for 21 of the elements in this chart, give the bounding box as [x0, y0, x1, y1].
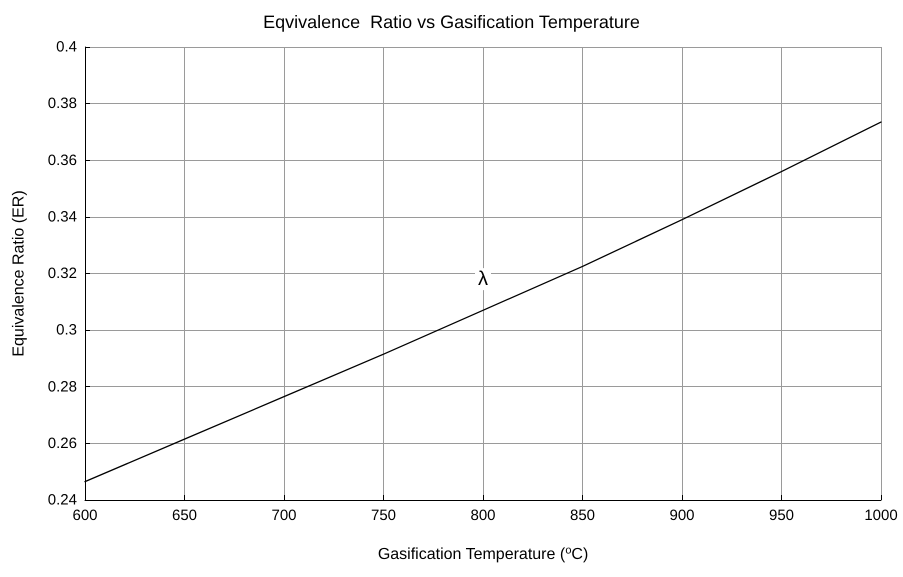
y-tick-label: 0.26	[48, 434, 77, 452]
y-tick-label: 0.28	[48, 378, 77, 396]
x-tick-label: 1000	[864, 507, 898, 524]
y-tick-label: 0.4	[56, 38, 77, 56]
y-tick-label: 0.32	[48, 265, 77, 282]
x-tick-label: 800	[470, 507, 496, 524]
x-tick-label: 600	[72, 507, 98, 524]
x-tick-label: 900	[669, 507, 695, 524]
x-tick-label: 650	[172, 507, 198, 524]
y-tick-label: 0.24	[48, 492, 77, 508]
x-tick-label: 850	[570, 507, 596, 524]
y-tick-label: 0.3	[56, 322, 77, 339]
y-tick-label: 0.38	[48, 95, 77, 112]
x-tick-label: 700	[271, 507, 297, 524]
y-axis-title: Equivalence Ratio (ER)	[10, 190, 28, 357]
x-tick-label: 750	[370, 507, 396, 524]
annotation: λ	[478, 268, 488, 290]
y-tick-label: 0.34	[48, 208, 77, 226]
chart-title: Eqvivalence Ratio vs Gasification Temperature	[263, 12, 640, 32]
x-tick-label: 950	[768, 507, 794, 524]
y-tick-label: 0.36	[48, 152, 77, 169]
